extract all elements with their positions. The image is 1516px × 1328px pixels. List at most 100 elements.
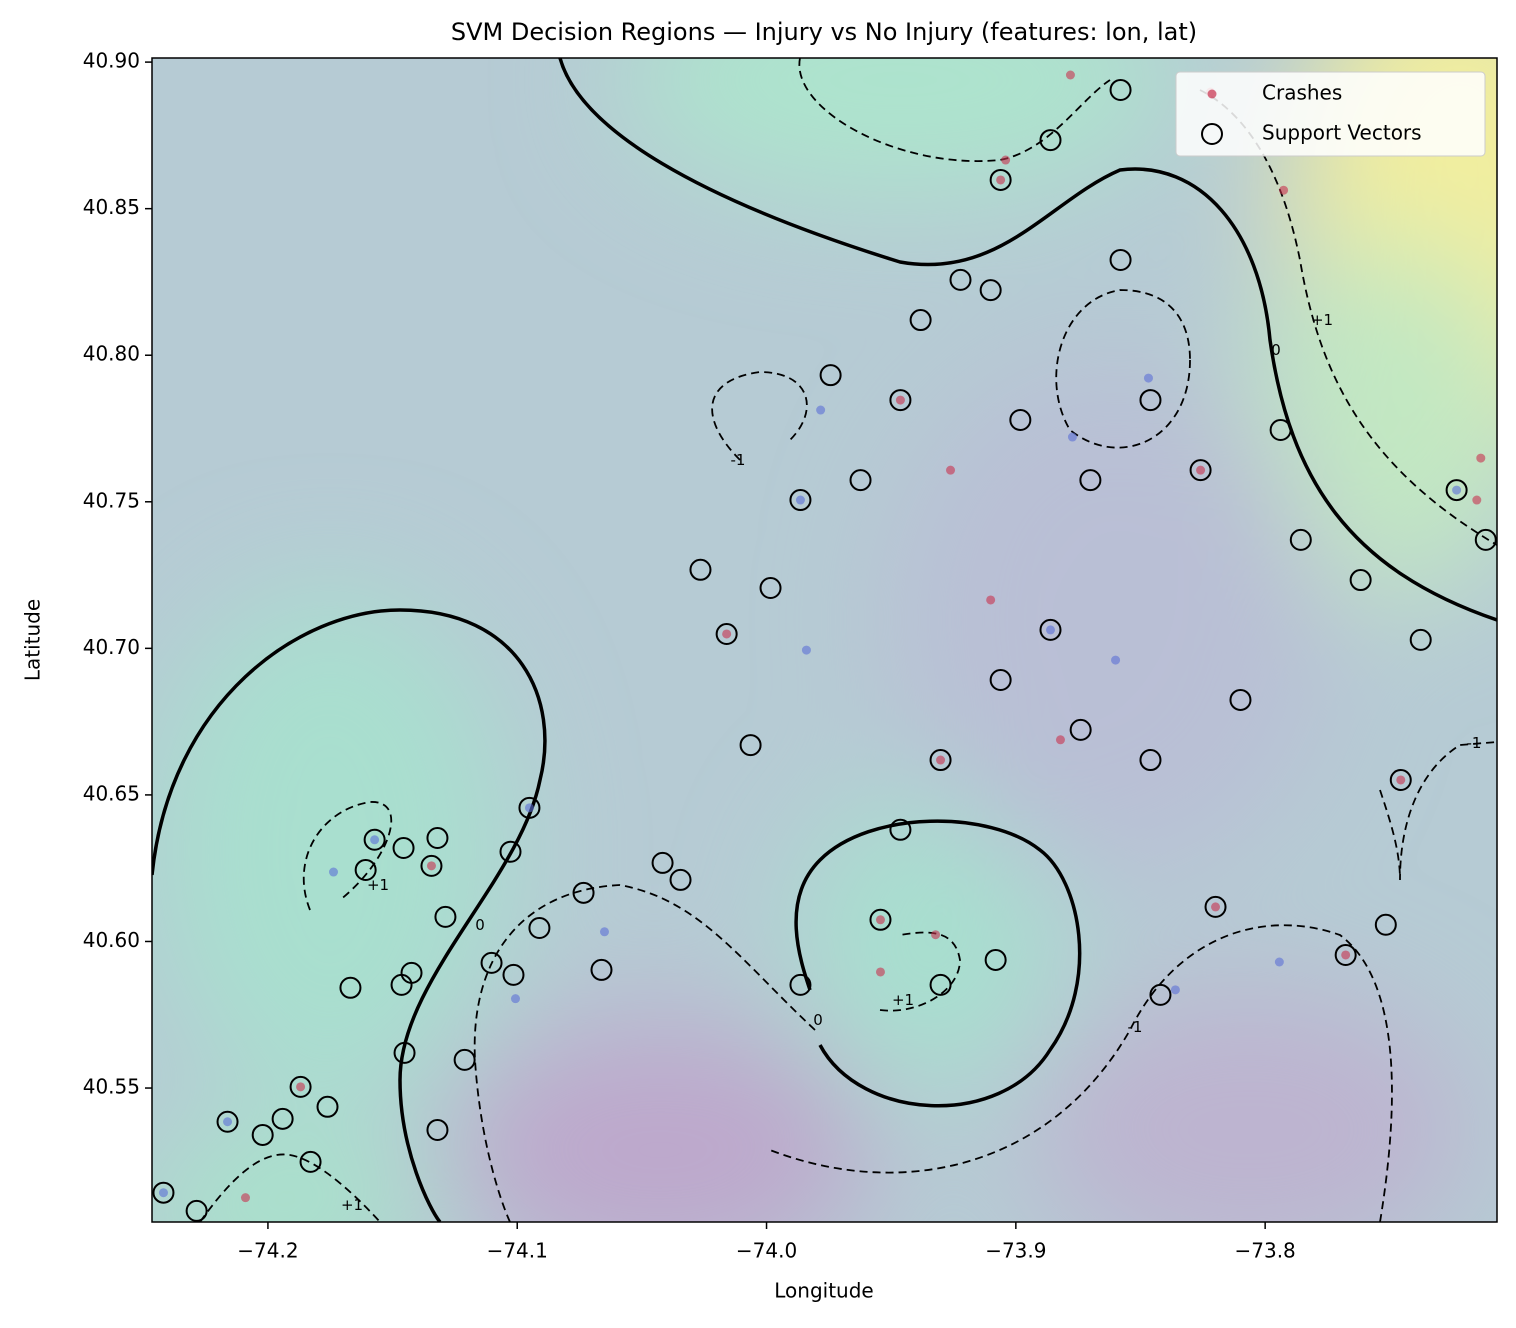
- support-vector: [1334, 943, 1357, 966]
- support-vector: [1474, 528, 1497, 551]
- support-vector: [651, 851, 674, 874]
- crash-point: [510, 994, 520, 1004]
- support-vector: [669, 868, 692, 891]
- crash-point: [599, 927, 609, 937]
- crash-point: [1211, 902, 1221, 912]
- support-vector: [849, 469, 872, 492]
- support-vector: [1139, 749, 1162, 772]
- x-tick-label: −74.1: [487, 1239, 548, 1263]
- support-vector: [502, 963, 525, 986]
- support-vector: [289, 1075, 312, 1098]
- support-vector: [1109, 248, 1132, 271]
- support-vector: [185, 1199, 208, 1222]
- crash-point: [1472, 495, 1482, 505]
- x-tick-label: −74.0: [736, 1239, 797, 1263]
- support-vector: [989, 669, 1012, 692]
- support-vector: [984, 948, 1007, 971]
- support-vector: [299, 1150, 322, 1173]
- support-vector: [869, 908, 892, 931]
- x-tick-label: −74.2: [237, 1239, 298, 1263]
- contour-label: -1: [731, 451, 746, 469]
- support-vector: [1079, 469, 1102, 492]
- support-vector: [152, 1181, 175, 1204]
- support-vector: [1409, 628, 1432, 651]
- support-vector: [420, 854, 443, 877]
- chart-title: SVM Decision Regions — Injury vs No Inju…: [451, 18, 1197, 46]
- support-vector: [1189, 459, 1212, 482]
- support-vector: [715, 622, 738, 645]
- support-vector: [480, 951, 503, 974]
- crash-point: [1055, 735, 1065, 745]
- legend-marker: [1201, 123, 1223, 145]
- support-vector: [819, 364, 842, 387]
- y-tick-label: 40.55: [83, 1075, 140, 1099]
- crash-point: [1065, 70, 1075, 80]
- support-vector: [271, 1107, 294, 1130]
- support-vector: [1109, 78, 1132, 101]
- crash-point: [875, 915, 885, 925]
- support-vector: [400, 961, 423, 984]
- support-vector: [426, 827, 449, 850]
- support-vector: [251, 1123, 274, 1146]
- contour-label: +1: [367, 876, 389, 894]
- support-vector: [949, 268, 972, 291]
- crash-point: [1045, 625, 1055, 635]
- contour-label: 0: [813, 1011, 823, 1029]
- support-vector: [316, 1095, 339, 1118]
- legend-label: Crashes: [1262, 81, 1342, 105]
- x-tick-label: −73.9: [985, 1239, 1046, 1263]
- support-vector: [929, 973, 952, 996]
- x-axis-label: Longitude: [774, 1279, 873, 1303]
- contour-label: +1: [892, 991, 914, 1009]
- support-vector: [590, 958, 613, 981]
- crash-point: [1001, 155, 1011, 165]
- support-vector: [789, 973, 812, 996]
- support-vector: [759, 576, 782, 599]
- crash-point: [936, 755, 946, 765]
- crash-point: [1170, 985, 1180, 995]
- y-tick-label: 40.90: [83, 49, 140, 73]
- crash-point: [1476, 453, 1486, 463]
- legend-label: Support Vectors: [1262, 121, 1422, 145]
- crash-point: [801, 645, 811, 655]
- support-vector: [689, 558, 712, 581]
- decision-background: 0 0 0 +1 +1 +1 +1 -1 -1 -1: [152, 58, 1497, 1222]
- support-vector: [434, 905, 457, 928]
- crash-point: [1341, 950, 1351, 960]
- support-vector: [979, 279, 1002, 302]
- crash-point: [1396, 775, 1406, 785]
- y-tick-label: 40.70: [83, 635, 140, 659]
- support-vector: [1269, 418, 1292, 441]
- contour-label: -1: [1467, 734, 1482, 752]
- crash-point: [895, 395, 905, 405]
- support-vector: [1349, 569, 1372, 592]
- crash-point: [996, 175, 1006, 185]
- crash-point: [328, 867, 338, 877]
- crash-point: [158, 1188, 168, 1198]
- support-vector: [1069, 718, 1092, 741]
- support-vector: [1149, 983, 1172, 1006]
- support-vector: [739, 734, 762, 757]
- support-vector: [1374, 913, 1397, 936]
- legend: Crashes Support Vectors: [1175, 71, 1486, 157]
- support-vector: [1229, 688, 1252, 711]
- support-vector: [339, 976, 362, 999]
- support-vector: [518, 796, 541, 819]
- crash-point: [946, 465, 956, 475]
- crash-point: [1067, 432, 1077, 442]
- support-vector: [363, 828, 386, 851]
- y-tick-label: 40.85: [83, 195, 140, 219]
- crash-point: [986, 595, 996, 605]
- support-vector: [216, 1110, 239, 1133]
- support-vector: [1139, 389, 1162, 412]
- contour-label: 0: [1271, 341, 1281, 359]
- crash-point: [1452, 485, 1462, 495]
- support-vector: [909, 309, 932, 332]
- legend-box: [1175, 71, 1486, 157]
- support-vector: [1289, 528, 1312, 551]
- support-vector: [1445, 479, 1468, 502]
- contour-label: 0: [475, 916, 485, 934]
- support-vector: [528, 916, 551, 939]
